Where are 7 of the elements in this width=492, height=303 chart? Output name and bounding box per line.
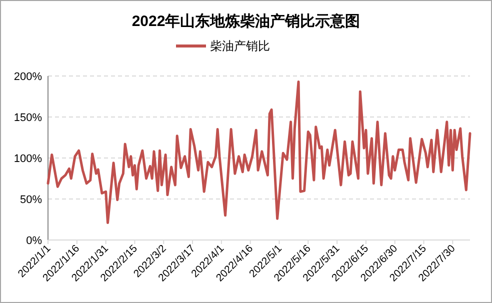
y-tick-label: 100% [14, 153, 42, 165]
chart-title: 2022年山东地炼柴油产销比示意图 [132, 12, 360, 30]
y-tick-label: 0% [26, 235, 42, 247]
y-tick-label: 150% [14, 112, 42, 124]
y-tick-label: 200% [14, 71, 42, 83]
legend-label: 柴油产销比 [210, 39, 270, 53]
y-tick-label: 50% [20, 194, 42, 206]
